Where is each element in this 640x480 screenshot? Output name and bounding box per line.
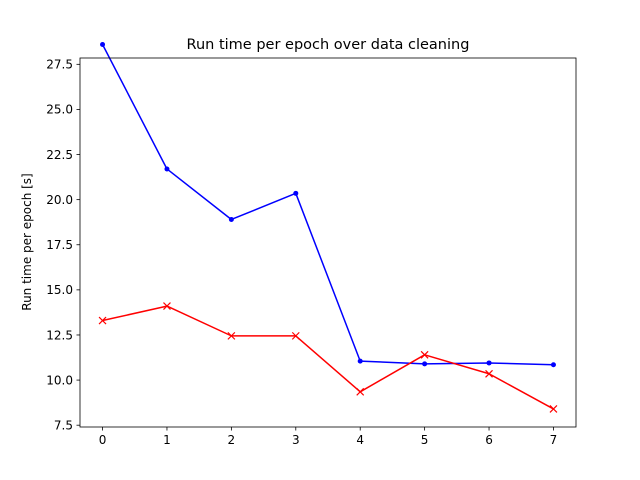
series-2-point [356,387,365,396]
x-tick-label: 7 [550,433,558,447]
y-tick-label: 20.0 [46,193,73,207]
y-tick-label: 22.5 [46,148,73,162]
x-tick-label: 2 [228,433,236,447]
series-1-point [164,166,170,172]
y-axis-title: Run time per epoch [s] [20,173,34,310]
chart-title: Run time per epoch over data cleaning [187,37,470,53]
y-tick-label: 17.5 [46,238,73,252]
series-2-point [163,302,171,311]
series-1-point [100,41,106,47]
y-tick-label: 10.0 [46,373,73,387]
x-tick-label: 1 [163,433,171,447]
axes-frame [79,57,577,428]
series-2-point [291,331,300,340]
y-tick-label: 12.5 [46,328,73,342]
x-tick-label: 5 [421,433,429,447]
x-tick-label: 6 [485,433,493,447]
x-tick-label: 3 [292,433,300,447]
y-tick-label: 27.5 [46,58,73,72]
series-1-point [357,358,363,364]
y-tick-label: 15.0 [46,283,73,297]
series-2-point [98,316,107,325]
plot-area: 7.5 10.0 12.5 15.0 17.5 20.0 22.5 25.0 27.5 0 1 2 3 4… [46,41,558,447]
series-1-line [101,44,554,366]
series-1-point [550,362,556,368]
series-1-point [486,360,492,366]
series-2-point [549,405,558,413]
series-2-point [485,369,493,378]
series-1-point [422,361,428,367]
series-1-point [228,216,234,222]
y-tick-label: 7.5 [54,418,73,432]
series-2-line [102,305,554,410]
series-1-point [293,190,299,196]
y-tick-label: 25.0 [46,103,73,117]
x-tick-label: 4 [356,433,364,447]
x-tick-label: 0 [99,433,107,447]
series-2-point [420,350,429,359]
series-2-point [227,331,236,340]
